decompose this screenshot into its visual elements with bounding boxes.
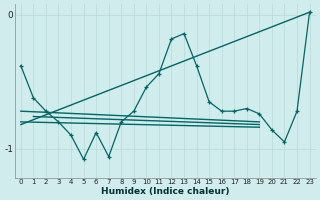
X-axis label: Humidex (Indice chaleur): Humidex (Indice chaleur) xyxy=(101,187,229,196)
